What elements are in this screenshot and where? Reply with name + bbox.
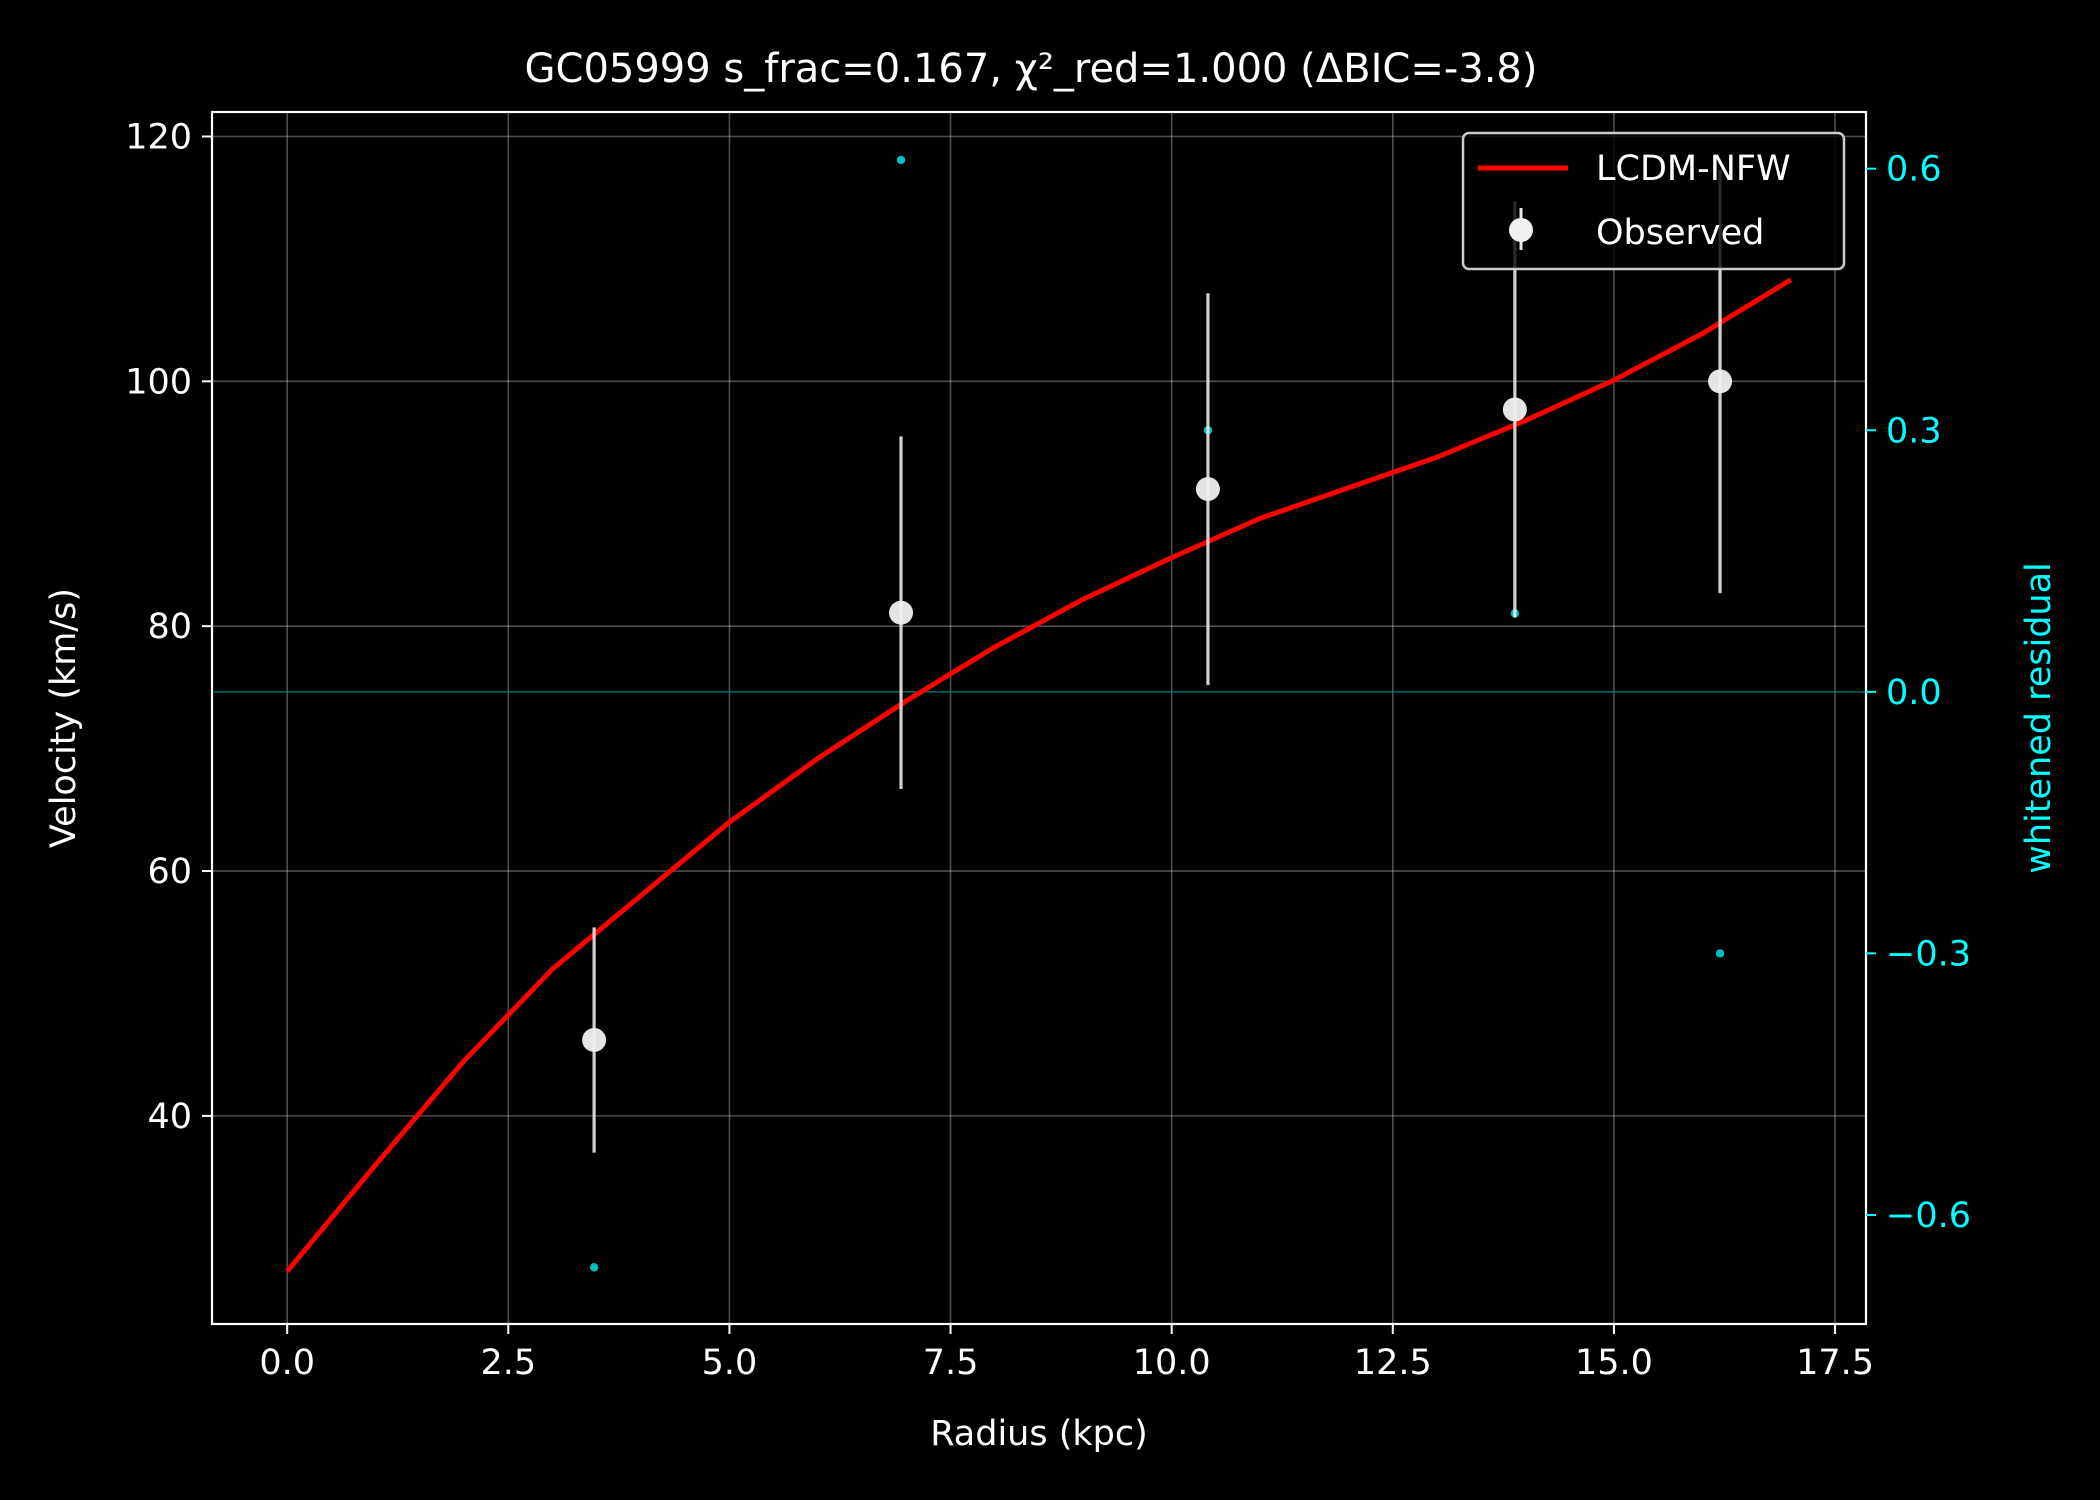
x-tick-label: 10.0	[1133, 1343, 1211, 1383]
x-tick-label: 12.5	[1354, 1343, 1432, 1383]
y-axis-label: Velocity (km/s)	[44, 588, 84, 848]
model-curve-layer	[285, 277, 1793, 1273]
legend-label-observed: Observed	[1596, 213, 1764, 253]
observed-point	[582, 1027, 607, 1052]
x-tick-label: 5.0	[702, 1343, 758, 1383]
y2-tick-label: −0.3	[1886, 934, 1971, 974]
residual-point	[1715, 949, 1725, 958]
y-tick-label: 80	[147, 607, 192, 647]
y2-tick-label: −0.6	[1886, 1196, 1971, 1236]
x-axis-label: Radius (kpc)	[930, 1414, 1148, 1454]
y-tick-label: 40	[147, 1097, 192, 1137]
x-tick-label: 2.5	[480, 1343, 536, 1383]
y2-tick-label: 0.6	[1886, 150, 1942, 190]
grid	[212, 112, 1866, 1324]
legend-label-model: LCDM-NFW	[1596, 149, 1791, 189]
plot-frame	[210, 110, 1868, 1326]
x-axis-ticks: 0.0 2.5 5.0 7.5 10.0 12.5 15.0 17.5	[259, 1324, 1874, 1383]
residual-point	[589, 1263, 599, 1272]
observed-point	[1708, 369, 1733, 394]
residual-point	[896, 155, 906, 165]
x-tick-label: 7.5	[923, 1343, 979, 1383]
y-tick-label: 100	[125, 362, 192, 402]
model-curve	[285, 277, 1793, 1273]
x-tick-label: 0.0	[259, 1343, 315, 1383]
y-axis-ticks: 40 60 80 100 120	[125, 117, 212, 1137]
y2-axis-ticks: −0.6 −0.3 0.0 0.3 0.6	[1866, 150, 1971, 1236]
y-tick-label: 120	[125, 117, 192, 157]
legend: LCDM-NFW Observed	[1461, 131, 1846, 271]
y2-tick-label: 0.3	[1886, 411, 1942, 451]
x-tick-label: 17.5	[1796, 1343, 1874, 1383]
observed-point	[889, 600, 914, 625]
observed-point	[1502, 397, 1527, 422]
chart-title: GC05999 s_frac=0.167, χ²_red=1.000 (ΔBIC…	[525, 46, 1538, 92]
residual-points	[589, 155, 1725, 1272]
y2-tick-label: 0.0	[1886, 673, 1942, 713]
observed-point	[1195, 477, 1220, 502]
x-tick-label: 15.0	[1575, 1343, 1653, 1383]
y-tick-label: 60	[147, 852, 192, 892]
legend-marker-swatch	[1509, 218, 1533, 242]
y2-axis-label: whitened residual	[2019, 562, 2059, 874]
